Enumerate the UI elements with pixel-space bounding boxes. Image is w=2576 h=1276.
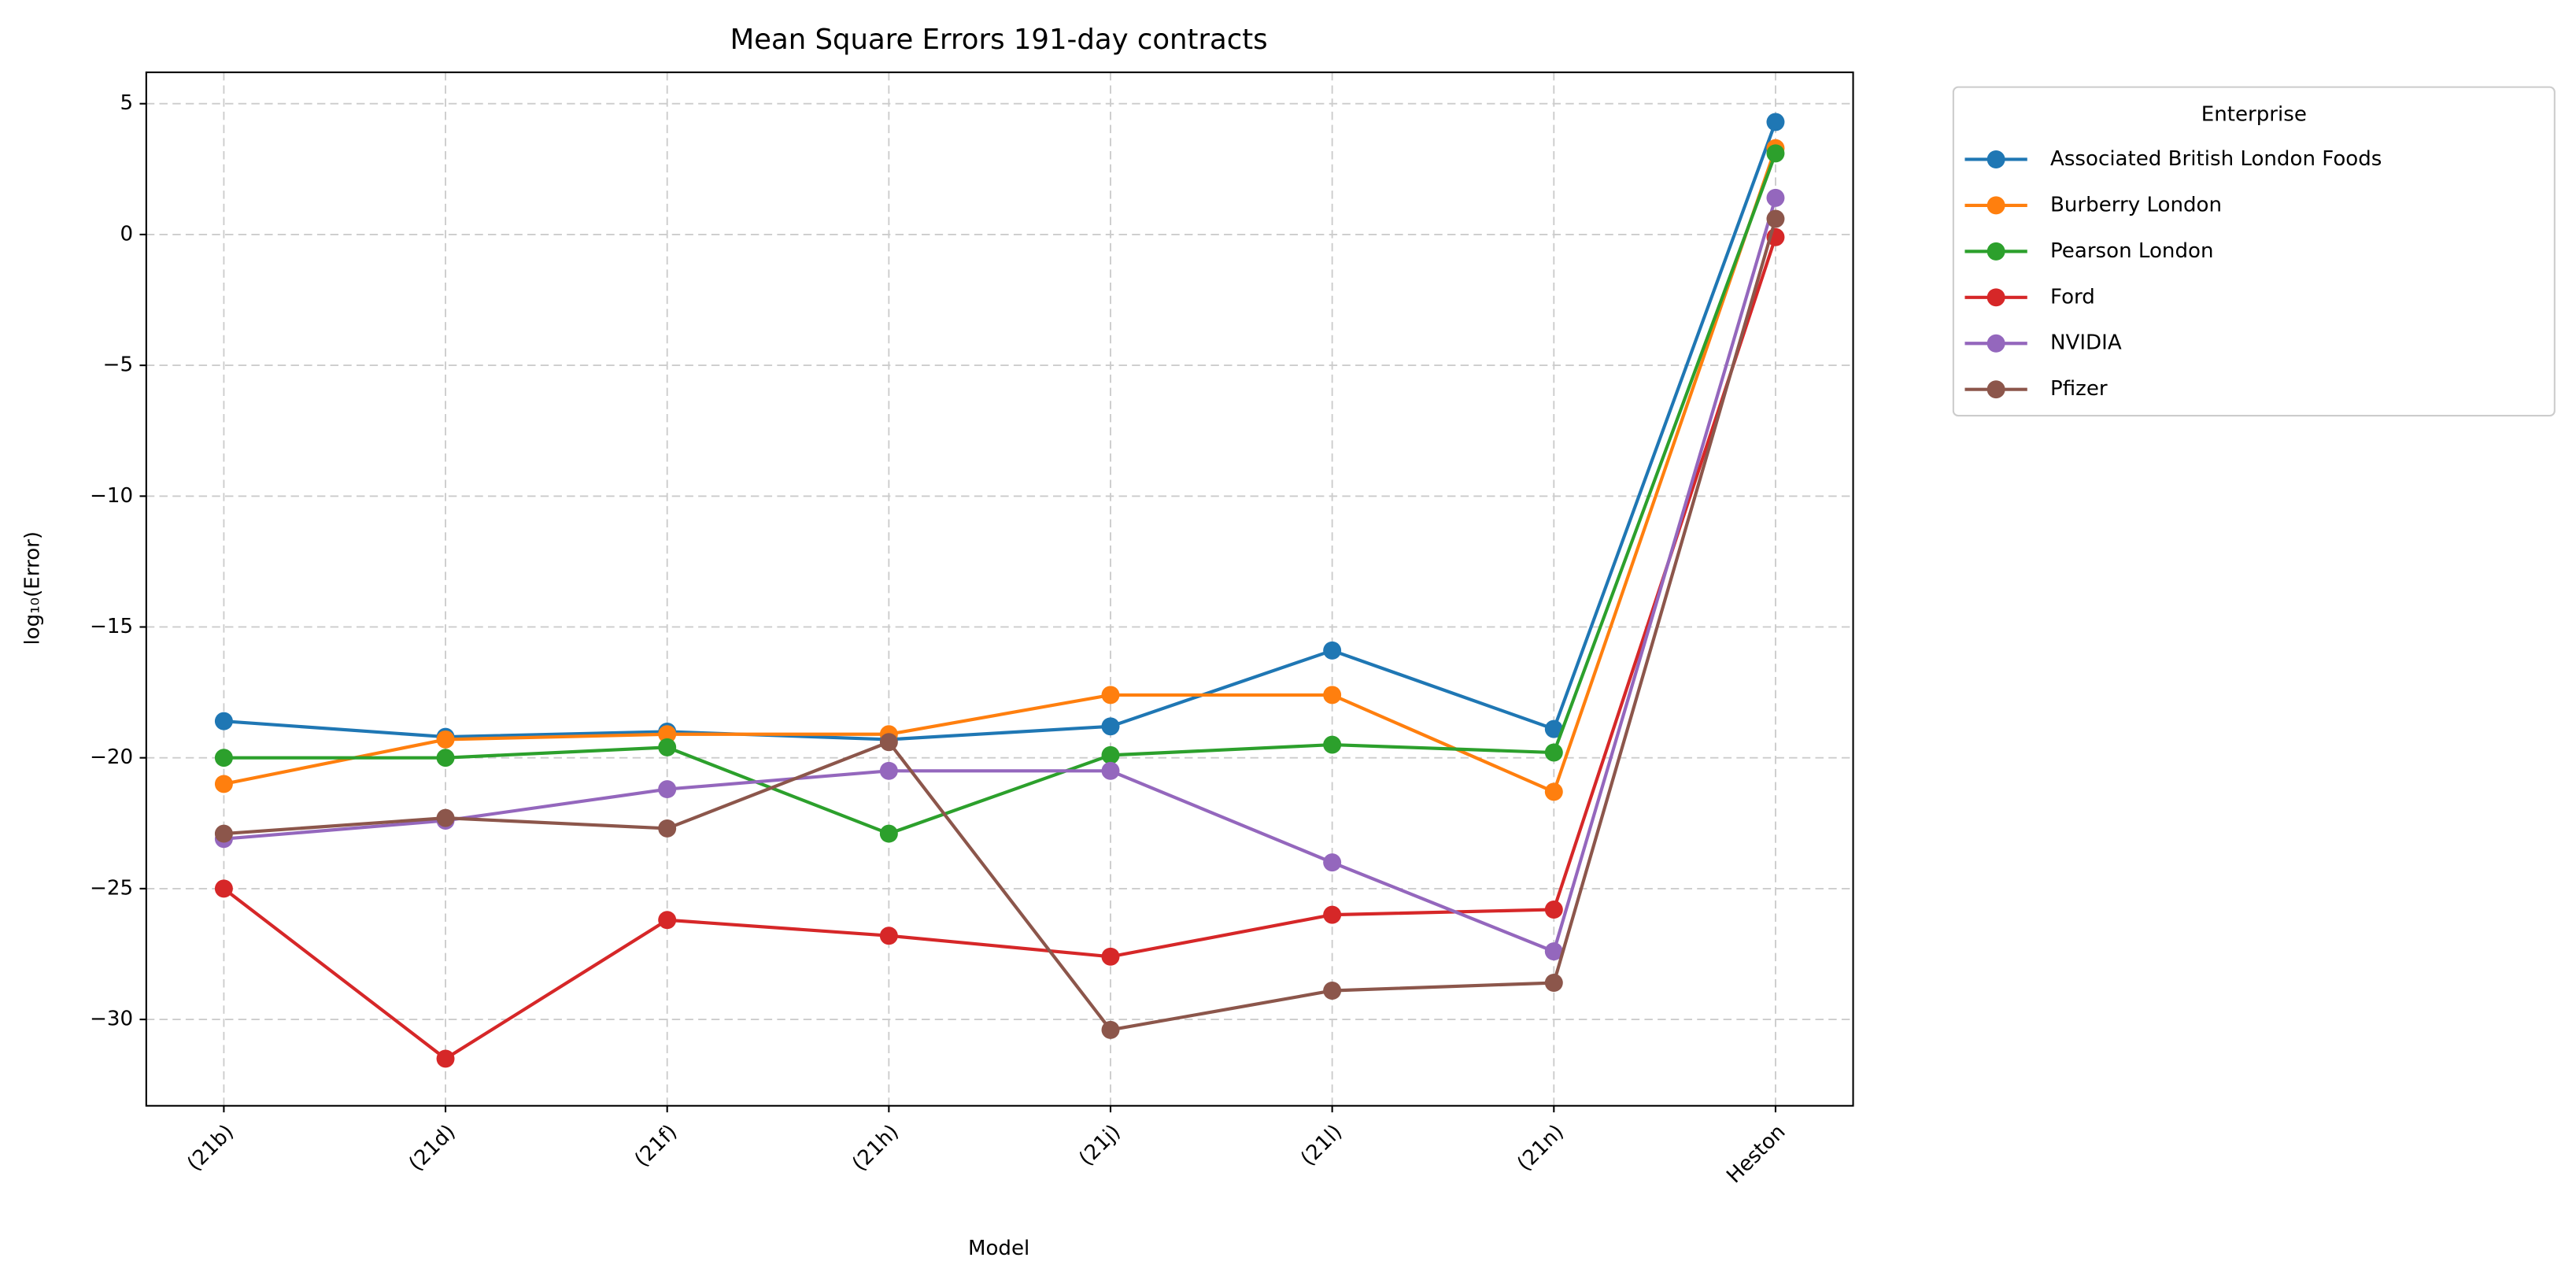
legend-label: Pfizer [2050, 377, 2108, 401]
data-point [658, 911, 677, 930]
data-point [1101, 947, 1120, 966]
data-point [1766, 113, 1785, 131]
data-point [1544, 743, 1563, 762]
legend-box [1952, 86, 2556, 417]
data-point [436, 730, 455, 749]
data-point [879, 733, 898, 752]
chart-title: Mean Square Errors 191-day contracts [730, 24, 1268, 56]
x-tick-label: (21j) [1074, 1120, 1125, 1171]
data-point [214, 712, 233, 730]
legend-marker [1987, 288, 2005, 307]
series-line [224, 121, 1777, 742]
data-point [436, 808, 455, 827]
legend-label: Burberry London [2050, 193, 2222, 216]
data-point [1323, 686, 1342, 705]
legend-label: Ford [2050, 285, 2095, 309]
legend-marker [1987, 334, 2005, 353]
y-tick-label: −5 [103, 353, 133, 377]
x-tick-label: (21b) [183, 1120, 238, 1176]
y-tick-label: −30 [90, 1008, 133, 1031]
y-tick-label: −10 [90, 484, 133, 508]
legend-marker [1987, 380, 2005, 399]
y-tick-label: 0 [120, 222, 134, 246]
data-point [1323, 853, 1342, 872]
y-axis-label: log₁₀(Error) [20, 531, 44, 645]
series-line [224, 153, 1777, 836]
series-line [223, 236, 1777, 1061]
data-point [1544, 900, 1563, 919]
data-point [1323, 982, 1342, 1000]
x-tick-label: (21n) [1513, 1120, 1569, 1176]
data-point [1101, 717, 1120, 736]
legend-title: Enterprise [2201, 103, 2307, 127]
plot-frame [145, 71, 1854, 1107]
x-axis-label: Model [968, 1237, 1029, 1260]
data-point [1101, 761, 1120, 780]
data-point [1544, 942, 1563, 961]
data-point [658, 738, 677, 756]
data-point [1101, 1020, 1120, 1039]
data-point [879, 761, 898, 780]
x-tick-label: (21l) [1296, 1120, 1347, 1171]
legend-label: Pearson London [2050, 239, 2213, 263]
data-point [1766, 144, 1785, 163]
y-tick-label: −20 [90, 745, 133, 769]
data-point [214, 775, 233, 793]
data-point [658, 819, 677, 838]
legend-marker [1987, 150, 2005, 168]
legend-label: NVIDIA [2050, 331, 2122, 355]
legend-label: Associated British London Foods [2050, 147, 2382, 171]
data-point [1544, 782, 1563, 801]
data-point [879, 926, 898, 945]
data-point [214, 749, 233, 767]
x-tick-label: (21h) [848, 1120, 904, 1176]
y-tick-label: 5 [120, 91, 134, 115]
data-point [214, 879, 233, 898]
data-point [1544, 719, 1563, 738]
data-point [1101, 745, 1120, 764]
data-point [1323, 641, 1342, 660]
x-tick-label: Heston [1722, 1120, 1790, 1188]
series-line [224, 218, 1777, 1032]
y-tick-label: −15 [90, 615, 133, 638]
data-point [658, 780, 677, 799]
x-tick-label: (21f) [630, 1120, 682, 1172]
series-line [224, 197, 1777, 954]
y-tick-label: −25 [90, 876, 133, 900]
data-point [1766, 188, 1785, 207]
data-point [879, 824, 898, 843]
data-point [658, 725, 677, 744]
legend-marker [1987, 196, 2005, 215]
legend-marker [1987, 242, 2005, 261]
data-point [436, 1049, 455, 1068]
data-point [1766, 209, 1785, 228]
data-point [1323, 735, 1342, 754]
data-point [214, 824, 233, 843]
data-point [436, 749, 455, 767]
data-point [1101, 686, 1120, 705]
data-point [1323, 905, 1342, 924]
series-line [223, 147, 1777, 794]
data-point [1544, 974, 1563, 993]
x-tick-label: (21d) [405, 1120, 460, 1176]
